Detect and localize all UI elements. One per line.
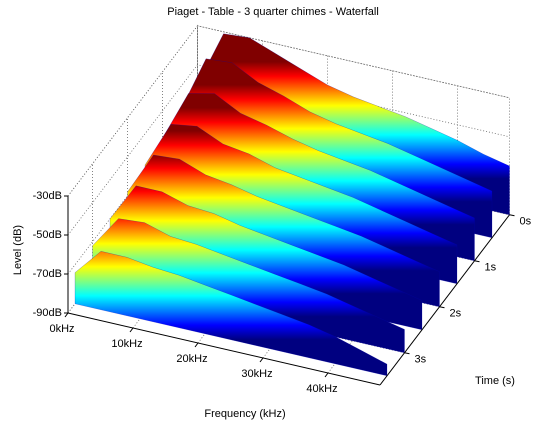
y-tick-label: 1s <box>485 262 497 274</box>
x-tick <box>64 312 69 318</box>
chart-title: Piaget - Table - 3 quarter chimes - Wate… <box>167 6 379 18</box>
x-tick-label: 10kHz <box>111 338 142 350</box>
waterfall-slice <box>144 123 458 285</box>
y-tick <box>474 260 480 263</box>
waterfall-slice <box>92 218 405 354</box>
y-tick-label: 2s <box>450 308 462 320</box>
x-axis-title: Frequency (kHz) <box>204 408 285 420</box>
z-axis-title: Level (dB) <box>12 225 24 275</box>
z-tick-label: -90dB <box>33 307 62 319</box>
back-wall <box>197 25 510 215</box>
y-tick <box>509 214 515 217</box>
x-tick <box>129 327 134 333</box>
x-tick <box>259 357 264 363</box>
grid-line <box>67 25 510 197</box>
y-tick <box>404 352 410 355</box>
z-tick-label: -70dB <box>33 268 62 280</box>
x-tick <box>194 342 199 348</box>
waterfall-slice <box>74 251 388 377</box>
waterfall-slice <box>109 185 423 331</box>
y-tick-label: 3s <box>415 354 427 366</box>
grid-line <box>67 64 510 236</box>
z-tick-label: -50dB <box>33 229 62 241</box>
x-tick <box>324 372 329 378</box>
y-axis <box>379 214 510 386</box>
x-tick-label: 0kHz <box>49 323 74 335</box>
y-tick-label: 0s <box>520 216 532 228</box>
waterfall-slice <box>127 154 440 308</box>
x-tick-label: 40kHz <box>306 383 337 395</box>
z-tick-label: -30dB <box>33 190 62 202</box>
y-axis-title: Time (s) <box>475 375 515 387</box>
y-tick <box>439 306 445 309</box>
x-tick-label: 20kHz <box>176 353 207 365</box>
x-tick-label: 30kHz <box>241 368 272 380</box>
